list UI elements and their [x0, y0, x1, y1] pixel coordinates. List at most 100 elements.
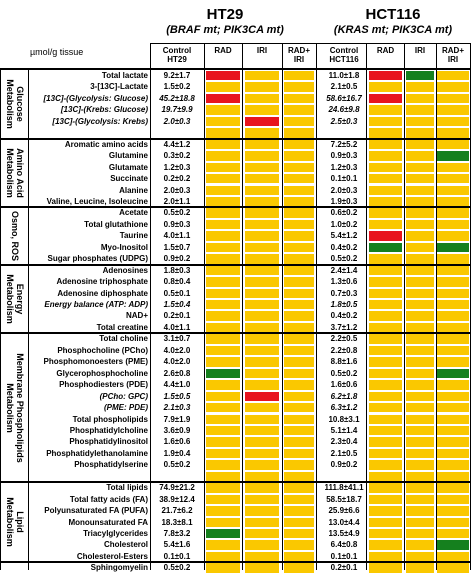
column-header: RAD+ IRI [287, 46, 310, 64]
column-divider [282, 43, 283, 570]
hct116-radiri-cell [437, 219, 469, 230]
group-separator [0, 263, 470, 266]
group-separator [0, 561, 470, 564]
ht29-rad-cell [206, 93, 240, 104]
ht29-rad-cell [206, 414, 240, 424]
hct116-rad-cell [369, 116, 402, 127]
ht29-iri-cell [245, 174, 279, 184]
group-separator [0, 206, 470, 209]
ht29-control-value: 1.5±0.5 [163, 391, 191, 401]
row-label: Total choline [99, 334, 148, 344]
ht29-control-value: 38.9±12.4 [159, 494, 195, 504]
hct116-radiri-cell [437, 277, 469, 287]
ht29-control-value: 21.7±6.2 [161, 506, 193, 516]
ht29-radiri-cell [284, 414, 314, 424]
hct116-radiri-cell [437, 460, 469, 470]
ht29-rad-cell [206, 563, 240, 573]
ht29-rad-cell [206, 105, 240, 115]
hct116-iri-cell [406, 128, 434, 138]
ht29-control-value: 1.2±0.3 [163, 162, 191, 172]
ht29-rad-cell [206, 300, 240, 310]
hct116-iri-cell [406, 265, 434, 276]
column-header: Control HT29 [162, 46, 192, 64]
hct116-iri-cell [406, 517, 434, 527]
hct116-control-value: 0.6±0.2 [330, 208, 358, 218]
row-label: (PME: PDE) [104, 403, 148, 413]
row-label: Valine, Leucine, Isoleucine [46, 196, 148, 206]
hct116-rad-cell [369, 300, 402, 310]
hct116-rad-cell [369, 311, 402, 321]
ht29-iri-cell [245, 300, 279, 310]
column-header: IRI [256, 46, 268, 55]
ht29-rad-cell [206, 471, 240, 482]
ht29-control-value: 2.0±0.3 [163, 185, 191, 195]
hct116-iri-cell [406, 380, 434, 390]
hct116-iri-cell [406, 403, 434, 413]
ht29-control-value: 1.5±0.4 [163, 300, 191, 309]
ht29-rad-cell [206, 219, 240, 230]
hct116-radiri-cell [437, 471, 469, 482]
hct116-iri-cell [406, 254, 434, 264]
ht29-control-value: 1.5±0.2 [163, 82, 191, 92]
row-label: Phosphatidylinositol [69, 437, 148, 447]
ht29-radiri-cell [284, 517, 314, 527]
ht29-iri-cell [245, 506, 279, 516]
ht29-rad-cell [206, 254, 240, 264]
hct116-rad-cell [369, 529, 402, 539]
hct116-radiri-cell [437, 231, 469, 241]
ht29-iri-cell [245, 288, 279, 298]
hct116-radiri-cell [437, 345, 469, 356]
ht29-title: HT29 [206, 6, 244, 23]
hct116-rad-cell [369, 242, 402, 253]
ht29-control-value: 9.2±1.7 [163, 71, 191, 80]
hct116-rad-cell [369, 162, 402, 173]
ht29-rad-cell [206, 357, 240, 367]
group-label: Lipid Metabolism [1, 482, 28, 562]
hct116-iri-cell [406, 185, 434, 195]
ht29-control-value: 1.8±0.3 [163, 265, 191, 275]
hct116-control-value: 10.8±3.1 [328, 414, 360, 424]
hct116-control-value: 1.2±0.3 [330, 162, 358, 172]
ht29-control-value: 4.0±1.1 [163, 231, 191, 241]
hct116-radiri-cell [437, 540, 469, 550]
hct116-control-value: 111.8±41.1 [324, 483, 364, 493]
row-label: Phosphatidylserine [74, 460, 148, 470]
row-label: Sugar phosphates (UDPG) [47, 254, 148, 264]
hct116-iri-cell [406, 368, 434, 379]
row-label: Total fatty acids (FA) [69, 494, 148, 504]
hct116-rad-cell [369, 93, 402, 104]
ht29-radiri-cell [284, 288, 314, 298]
ht29-radiri-cell [284, 208, 314, 218]
hct116-control-value: 13.5±4.9 [328, 529, 360, 538]
group-label-text: Energy Metabolism [4, 274, 25, 324]
ht29-rad-cell [206, 403, 240, 413]
ht29-control-value: 0.2±0.2 [163, 174, 191, 184]
hct116-control-value: 2.4±1.4 [330, 265, 358, 275]
row-label: Glycerophosphocholine [56, 368, 148, 378]
hct116-control-value: 13.0±4.4 [328, 517, 360, 527]
ht29-rad-cell [206, 139, 240, 150]
group-label-text: Membrane Phospholipids Metabolism [4, 353, 25, 463]
ht29-iri-cell [245, 185, 279, 195]
column-header: RAD+ IRI [441, 46, 464, 64]
ht29-rad-cell [206, 334, 240, 344]
hct116-rad-cell [369, 403, 402, 413]
row-label: Adenosines [102, 265, 148, 275]
ht29-rad-cell [206, 368, 240, 379]
hct116-radiri-cell [437, 494, 469, 505]
ht29-radiri-cell [284, 506, 314, 516]
row-label: 3-[13C]-Lactate [90, 82, 148, 92]
hct116-rad-cell [369, 174, 402, 184]
hct116-radiri-cell [437, 174, 469, 184]
ht29-radiri-cell [284, 437, 314, 447]
ht29-iri-cell [245, 391, 279, 402]
ht29-control-value: 4.0±2.0 [163, 357, 191, 367]
ht29-radiri-cell [284, 425, 314, 436]
hct116-radiri-cell [437, 139, 469, 150]
hct116-rad-cell [369, 322, 402, 333]
hct116-radiri-cell [437, 414, 469, 424]
ht29-radiri-cell [284, 448, 314, 459]
row-label: Acetate [119, 208, 148, 218]
ht29-control-value: 45.2±18.8 [159, 93, 195, 103]
hct116-control-value: 0.9±0.2 [330, 460, 358, 470]
